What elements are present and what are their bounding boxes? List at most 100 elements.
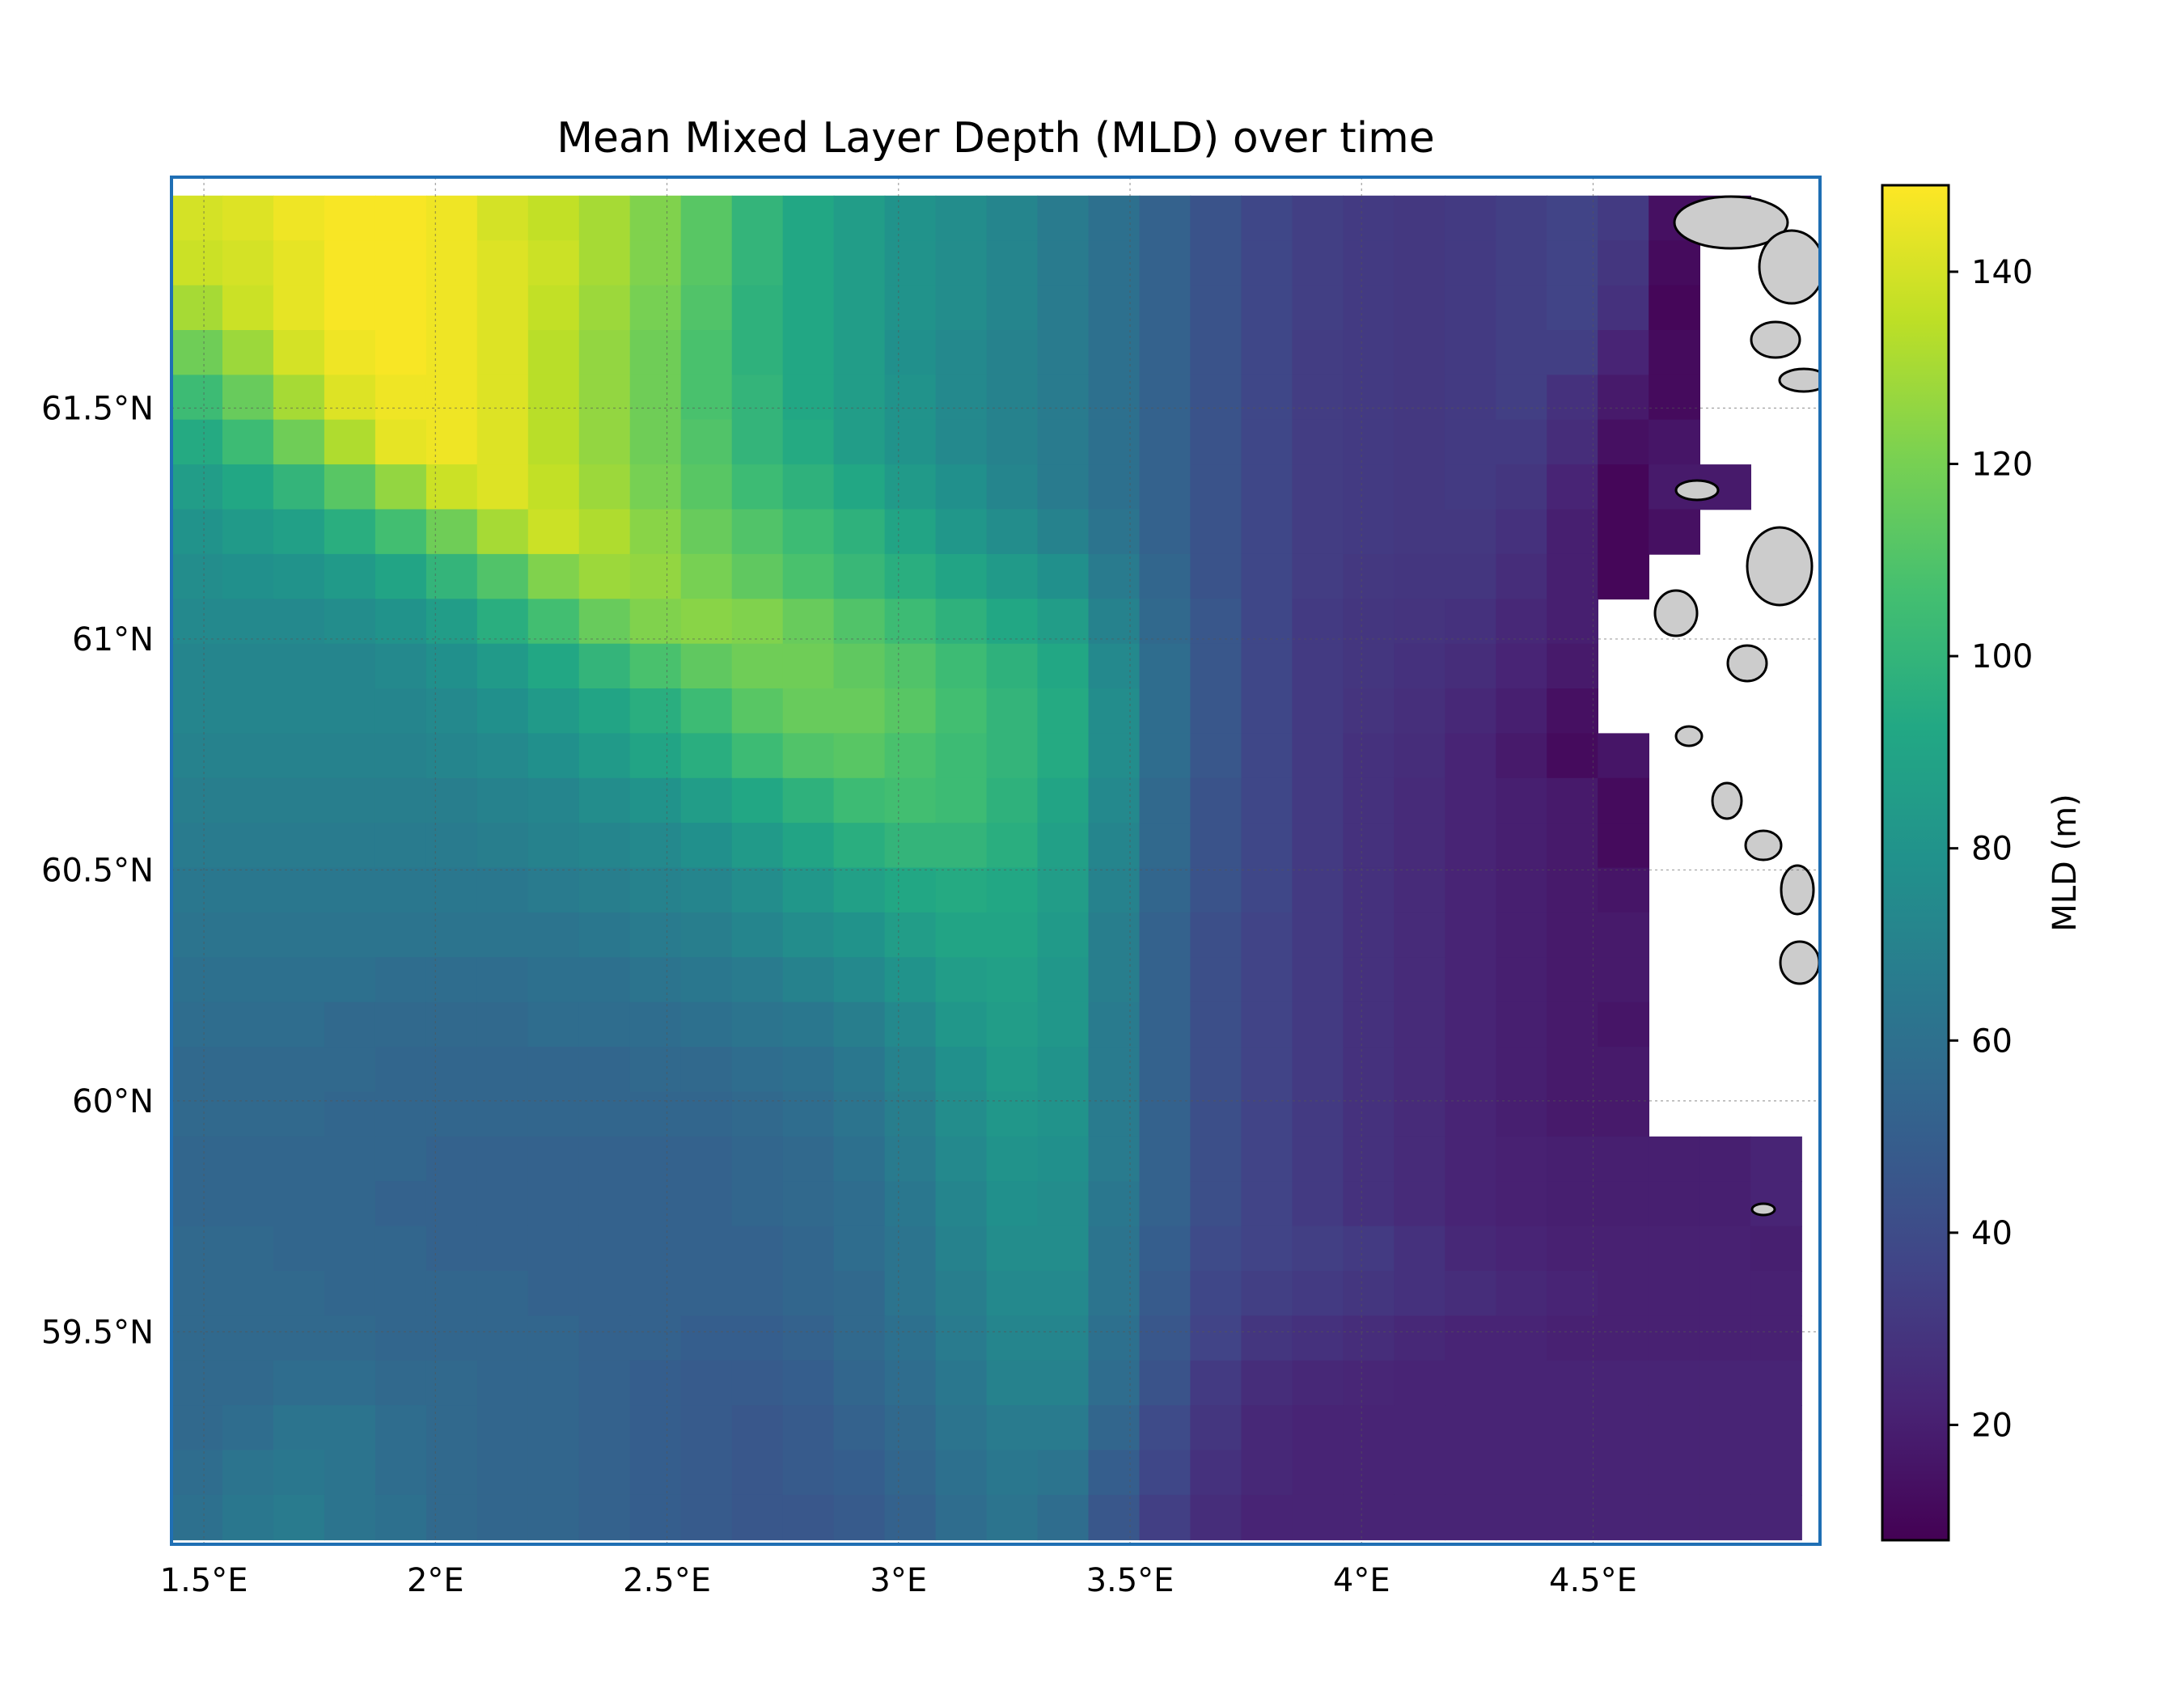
heatmap-cell bbox=[1649, 330, 1700, 376]
heatmap-cell bbox=[680, 867, 733, 913]
heatmap-cell bbox=[1598, 1091, 1649, 1137]
heatmap-cell bbox=[222, 285, 274, 331]
heatmap-cell bbox=[884, 599, 937, 645]
heatmap-cell bbox=[629, 1047, 682, 1093]
heatmap-cell bbox=[833, 1001, 886, 1048]
heatmap-cell bbox=[986, 1226, 1039, 1272]
heatmap-cell bbox=[1292, 777, 1344, 823]
heatmap-cell bbox=[1394, 599, 1446, 645]
heatmap-cell bbox=[222, 912, 274, 959]
heatmap-cell bbox=[1343, 957, 1395, 1003]
heatmap-cell bbox=[1037, 957, 1090, 1003]
heatmap-cell bbox=[1190, 553, 1242, 600]
heatmap-cell bbox=[986, 823, 1039, 869]
heatmap-cell bbox=[476, 1136, 529, 1183]
heatmap-cell bbox=[1037, 1091, 1090, 1137]
heatmap-cell bbox=[324, 599, 376, 645]
heatmap-cell bbox=[680, 733, 733, 779]
heatmap-cell bbox=[1139, 1091, 1191, 1137]
heatmap-cell bbox=[171, 1136, 223, 1183]
heatmap-cell bbox=[476, 553, 529, 600]
heatmap-cell bbox=[1037, 1271, 1090, 1317]
heatmap-cell bbox=[935, 912, 988, 959]
heatmap-cell bbox=[527, 688, 580, 735]
heatmap-cell bbox=[273, 1091, 325, 1137]
heatmap-cell bbox=[1241, 285, 1293, 331]
heatmap-cell bbox=[833, 1494, 886, 1541]
heatmap-cell bbox=[731, 419, 784, 465]
heatmap-cell bbox=[986, 1271, 1039, 1317]
heatmap-cell bbox=[1547, 957, 1598, 1003]
heatmap-cell bbox=[1241, 330, 1293, 376]
heatmap-cell bbox=[425, 733, 478, 779]
heatmap-cell bbox=[1292, 509, 1344, 555]
colorbar-gradient bbox=[1881, 184, 1950, 1542]
colorbar-tick-label: 120 bbox=[1971, 447, 2033, 484]
heatmap-cell bbox=[833, 1315, 886, 1361]
heatmap-cell bbox=[1241, 823, 1293, 869]
heatmap-cell bbox=[1445, 1405, 1497, 1451]
heatmap-cell bbox=[1343, 733, 1395, 779]
heatmap-cell bbox=[1598, 1271, 1649, 1317]
heatmap-cell bbox=[986, 1494, 1039, 1541]
heatmap-cell bbox=[273, 330, 325, 376]
heatmap-cell bbox=[1037, 867, 1090, 913]
heatmap-cell bbox=[935, 823, 988, 869]
heatmap-cell bbox=[1088, 285, 1141, 331]
heatmap-cell bbox=[935, 1315, 988, 1361]
heatmap-cell bbox=[1394, 1136, 1446, 1183]
heatmap-cell bbox=[171, 195, 223, 241]
y-tick-label: 61.5°N bbox=[41, 390, 154, 427]
heatmap-cell bbox=[476, 1360, 529, 1406]
heatmap-cell bbox=[1037, 1315, 1090, 1361]
heatmap-cell bbox=[1598, 912, 1649, 959]
heatmap-cell bbox=[1445, 777, 1497, 823]
heatmap-cell bbox=[476, 1001, 529, 1048]
heatmap-cell bbox=[884, 1450, 937, 1496]
heatmap-cell bbox=[578, 330, 631, 376]
heatmap-cell bbox=[476, 643, 529, 689]
heatmap-cell bbox=[1088, 867, 1141, 913]
heatmap-cell bbox=[171, 823, 223, 869]
heatmap-cell bbox=[425, 823, 478, 869]
heatmap-cell bbox=[680, 330, 733, 376]
heatmap-cell bbox=[782, 688, 835, 735]
heatmap-cell bbox=[935, 1360, 988, 1406]
y-tick-label: 60.5°N bbox=[41, 852, 154, 889]
heatmap-cell bbox=[222, 1136, 274, 1183]
heatmap-cell bbox=[1037, 509, 1090, 555]
heatmap-cell bbox=[629, 240, 682, 286]
heatmap-cell bbox=[222, 419, 274, 465]
heatmap-cell bbox=[375, 823, 427, 869]
heatmap-cell bbox=[884, 867, 937, 913]
heatmap-cell bbox=[1343, 643, 1395, 689]
heatmap-cell bbox=[375, 1136, 427, 1183]
heatmap-cell bbox=[273, 777, 325, 823]
x-tick-label: 3°E bbox=[870, 1562, 927, 1599]
heatmap-cell bbox=[935, 1494, 988, 1541]
heatmap-cell bbox=[1445, 553, 1497, 600]
heatmap-cell bbox=[324, 285, 376, 331]
heatmap-cell bbox=[1292, 1450, 1344, 1496]
heatmap-cell bbox=[324, 1001, 376, 1048]
heatmap-cell bbox=[1241, 240, 1293, 286]
heatmap-cell bbox=[680, 1226, 733, 1272]
land-island bbox=[1758, 229, 1820, 305]
heatmap-cell bbox=[833, 867, 886, 913]
heatmap-cell bbox=[1547, 553, 1598, 600]
heatmap-cell bbox=[1190, 1136, 1242, 1183]
heatmap-cell bbox=[1598, 1315, 1649, 1361]
heatmap-cell bbox=[935, 464, 988, 510]
heatmap-cell bbox=[375, 1360, 427, 1406]
heatmap-cell bbox=[935, 285, 988, 331]
land-island bbox=[1780, 864, 1815, 916]
heatmap-cell bbox=[425, 285, 478, 331]
heatmap-cell bbox=[1088, 375, 1141, 421]
heatmap-cell bbox=[222, 1091, 274, 1137]
heatmap-cell bbox=[1241, 1271, 1293, 1317]
heatmap-cell bbox=[425, 195, 478, 241]
heatmap-cell bbox=[273, 1181, 325, 1227]
heatmap-cell bbox=[986, 867, 1039, 913]
heatmap-cell bbox=[527, 1450, 580, 1496]
heatmap-cell bbox=[1496, 688, 1548, 735]
